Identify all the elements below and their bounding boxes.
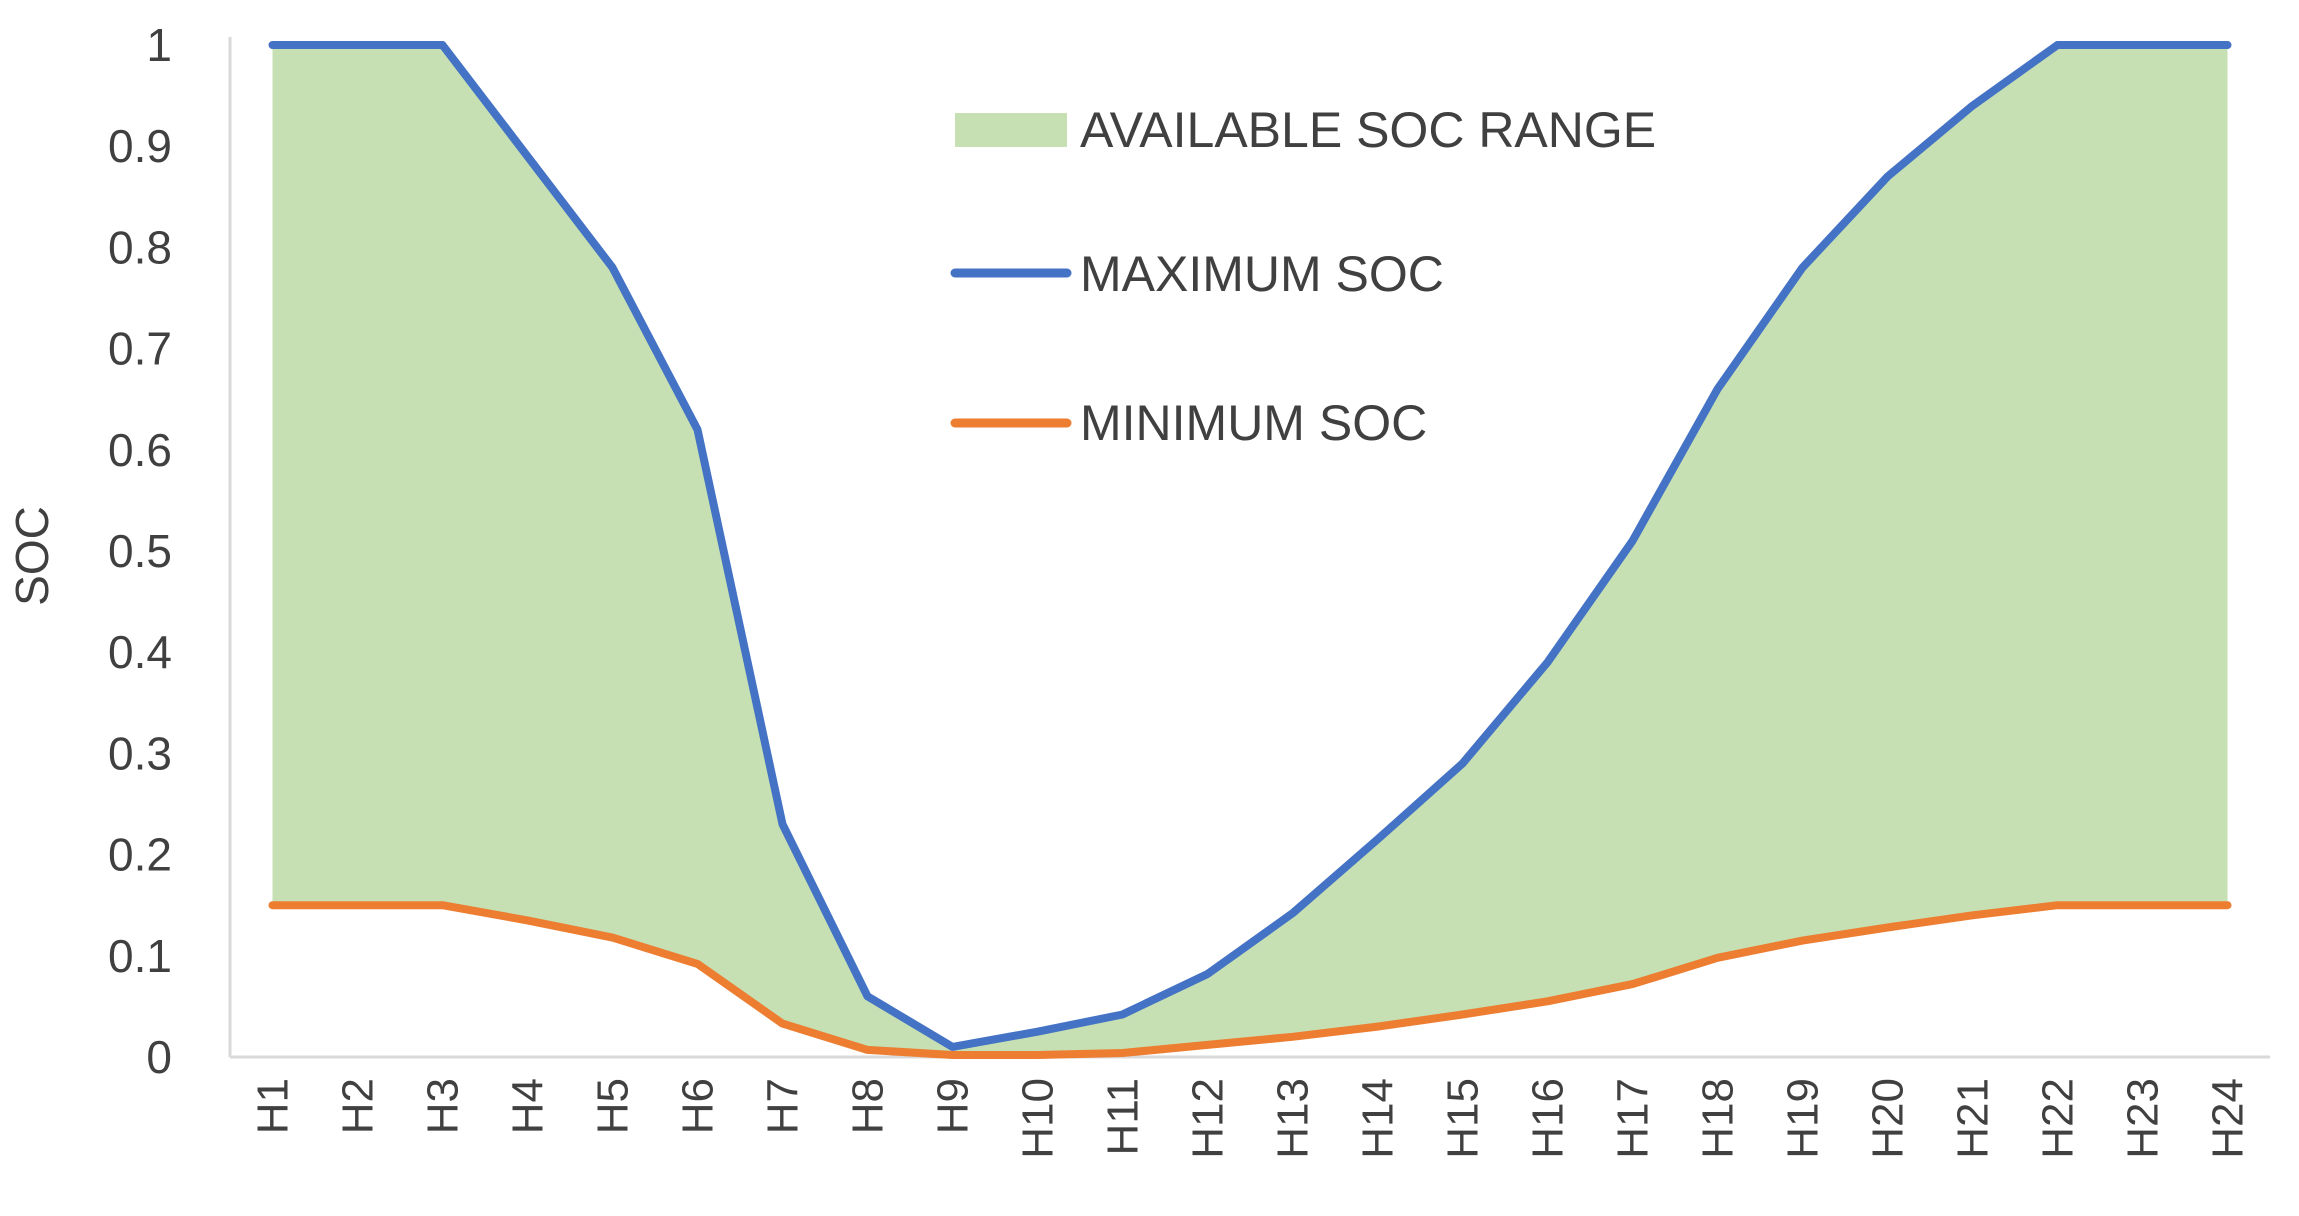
x-tick-label: H6 [674, 1078, 723, 1134]
y-tick-label: 0 [146, 1031, 172, 1083]
y-tick-label: 0.4 [108, 626, 172, 678]
x-tick-label: H7 [759, 1078, 808, 1134]
y-tick-label: 0.3 [108, 727, 172, 779]
x-tick-label: H23 [2119, 1078, 2168, 1159]
x-tick-label: H4 [504, 1078, 553, 1134]
x-tick-label: H10 [1014, 1078, 1063, 1159]
x-tick-label: H11 [1099, 1078, 1148, 1155]
x-tick-label: H19 [1779, 1078, 1828, 1159]
y-tick-label: 0.8 [108, 221, 172, 273]
legend-label-maximum-soc: MAXIMUM SOC [1080, 246, 1444, 302]
x-tick-label: H18 [1694, 1078, 1743, 1159]
available-soc-range-area [272, 45, 2228, 1055]
legend: AVAILABLE SOC RANGE MAXIMUM SOC MINIMUM … [950, 102, 1656, 451]
legend-swatch-available-soc-range [955, 113, 1067, 147]
x-tick-label: H20 [1864, 1078, 1913, 1159]
x-tick-label: H5 [589, 1078, 638, 1134]
series-lines [268, 41, 2232, 1059]
y-tick-label: 0.9 [108, 120, 172, 172]
legend-label-available-soc-range: AVAILABLE SOC RANGE [1080, 102, 1656, 158]
y-tick-label: 0.5 [108, 525, 172, 577]
x-tick-label: H21 [1949, 1078, 1998, 1159]
x-tick-label: H12 [1184, 1078, 1233, 1159]
x-tick-label: H8 [844, 1078, 893, 1134]
y-tick-label: 0.1 [108, 930, 172, 982]
x-tick-label: H22 [2034, 1078, 2083, 1159]
y-axis-title: SOC [6, 506, 58, 606]
y-tick-label: 0.2 [108, 829, 172, 881]
x-tick-label: H16 [1524, 1078, 1573, 1159]
y-tick-labels: 0 0.1 0.2 0.3 0.4 0.5 0.6 0.7 0.8 0.9 1 [108, 19, 172, 1083]
y-tick-label: 0.7 [108, 323, 172, 375]
x-tick-label: H1 [249, 1078, 298, 1134]
y-tick-label: 0.6 [108, 424, 172, 476]
x-tick-label: H15 [1439, 1078, 1488, 1159]
x-tick-label: H9 [929, 1078, 978, 1134]
y-tick-label: 1 [146, 19, 172, 71]
band-layer [272, 45, 2228, 1055]
legend-label-minimum-soc: MINIMUM SOC [1080, 395, 1427, 451]
series-line-minimum-soc [268, 901, 2232, 1059]
x-tick-label: H14 [1354, 1078, 1403, 1159]
x-tick-labels: H1 H2 H3 H4 H5 H6 H7 H8 H9 H10 H11 H12 H13 H14 H15 H16 H… [249, 1078, 2253, 1159]
x-tick-label: H2 [334, 1078, 383, 1134]
x-tick-label: H24 [2204, 1078, 2253, 1159]
x-tick-label: H3 [419, 1078, 468, 1134]
x-tick-label: H13 [1269, 1078, 1318, 1159]
axis-layer [228, 37, 2270, 1059]
series-line-maximum-soc [268, 41, 2232, 1051]
x-tick-label: H17 [1609, 1078, 1658, 1159]
